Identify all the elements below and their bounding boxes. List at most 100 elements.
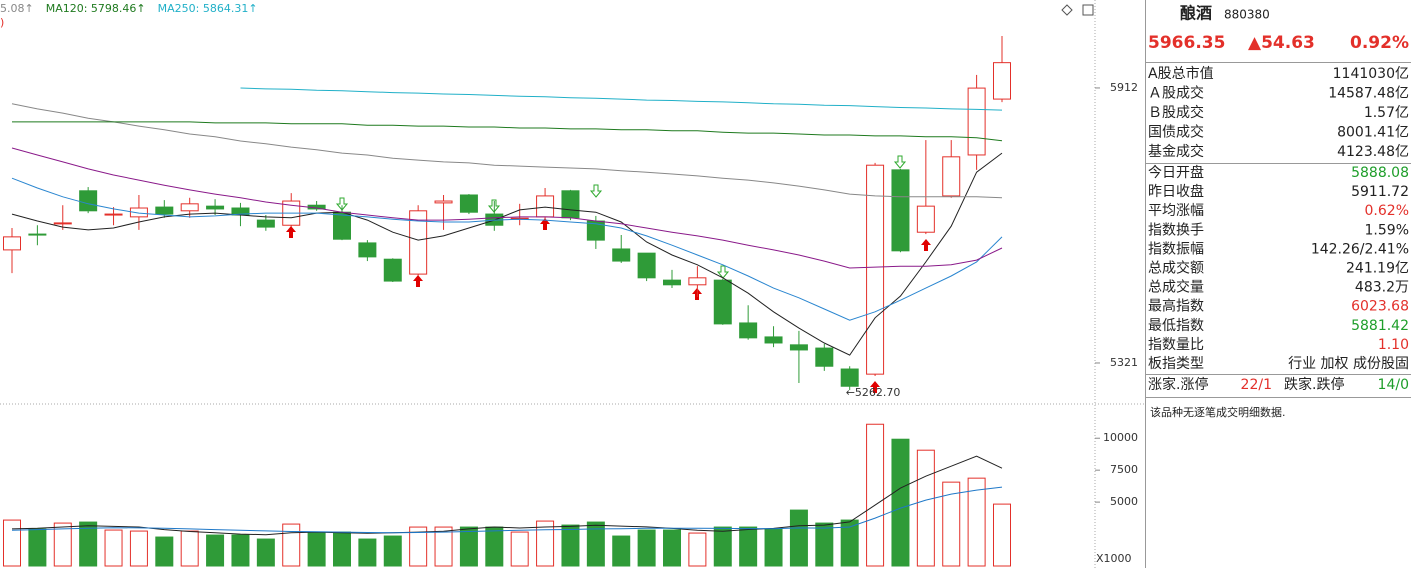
legend-entry: 5.08↑ bbox=[0, 2, 34, 15]
volume-bar bbox=[612, 535, 631, 567]
panel-change: ▲54.63 bbox=[1248, 33, 1315, 53]
y-tick-label: 5321 bbox=[1110, 356, 1138, 369]
volume-bar bbox=[383, 535, 402, 567]
candle-body bbox=[916, 205, 935, 233]
volume-bar bbox=[866, 423, 885, 567]
candle-body bbox=[536, 195, 555, 218]
panel-row-label: 今日开盘 bbox=[1148, 164, 1204, 181]
volume-bar bbox=[688, 532, 707, 567]
volume-bar bbox=[358, 538, 377, 567]
panel-row-label: 总成交额 bbox=[1148, 260, 1204, 277]
candle-body bbox=[764, 336, 783, 344]
panel-row-value: 5911.72 bbox=[1351, 184, 1409, 200]
panel-name: 酿酒 bbox=[1180, 4, 1212, 23]
candle-body bbox=[663, 279, 681, 286]
candle-body bbox=[688, 277, 707, 286]
panel-row-label: Ｂ股成交 bbox=[1148, 104, 1204, 121]
ma-line bbox=[12, 121, 1003, 142]
volume-bar bbox=[586, 521, 605, 567]
panel-row-label: 基金成交 bbox=[1148, 143, 1204, 160]
panel-row-label: 指数换手 bbox=[1148, 221, 1204, 238]
panel-row-label: Ａ股成交 bbox=[1148, 85, 1204, 102]
ma-line bbox=[240, 87, 1003, 111]
panel-row-value: 1.59% bbox=[1365, 222, 1409, 238]
panel-row-value: 行业 加权 成份股固 bbox=[1288, 356, 1409, 372]
panel-row-label: 最高指数 bbox=[1148, 298, 1204, 315]
volume-bar bbox=[79, 521, 98, 567]
volume-bar bbox=[485, 526, 504, 567]
panel-row-value: 8001.41亿 bbox=[1337, 125, 1409, 141]
panel-row-value: 14587.48亿 bbox=[1328, 86, 1409, 102]
panel-row-value: 6023.68 bbox=[1351, 299, 1409, 315]
candle-body bbox=[383, 258, 402, 282]
volume-bar bbox=[307, 531, 326, 567]
volume-bar bbox=[206, 534, 225, 567]
y-tick-label: 5000 bbox=[1110, 495, 1138, 508]
volume-bar bbox=[536, 520, 555, 567]
candle-body bbox=[129, 207, 148, 218]
ma-line bbox=[11, 103, 1003, 199]
panel-row-value: 4123.48亿 bbox=[1337, 144, 1409, 160]
volume-bar bbox=[180, 530, 199, 567]
volume-bar bbox=[764, 528, 783, 567]
volume-bar bbox=[333, 531, 351, 567]
panel-row-value: 1.57亿 bbox=[1364, 105, 1409, 121]
panel-row-value: 0.62% bbox=[1365, 203, 1409, 219]
candle-body bbox=[3, 236, 21, 251]
volume-bar bbox=[53, 522, 72, 567]
volume-bar bbox=[637, 529, 656, 567]
candle-body bbox=[155, 206, 174, 215]
icon-square[interactable] bbox=[1082, 4, 1094, 16]
ma-line bbox=[11, 486, 1003, 534]
unit-label: X1000 bbox=[1096, 552, 1132, 565]
panel-row-label: 国债成交 bbox=[1148, 124, 1204, 141]
volume-bar bbox=[891, 438, 910, 567]
volume-bar bbox=[3, 519, 21, 567]
breadth-label: 跌家.跌停 bbox=[1284, 376, 1344, 393]
candle-body bbox=[104, 213, 123, 216]
sell-signal bbox=[590, 184, 602, 198]
volume-bar bbox=[104, 529, 123, 567]
candle-body bbox=[434, 200, 453, 204]
volume-bar bbox=[409, 526, 428, 567]
volume-bar bbox=[789, 509, 808, 567]
panel-code: 880380 bbox=[1224, 8, 1270, 22]
panel-row-label: 昨日收盘 bbox=[1148, 183, 1204, 200]
legend-entry: MA250: 5864.31↑ bbox=[158, 2, 258, 15]
volume-bar bbox=[815, 522, 834, 567]
volume-bar bbox=[434, 526, 453, 567]
candle-body bbox=[53, 222, 72, 225]
candle-body bbox=[79, 190, 98, 212]
buy-signal bbox=[413, 275, 423, 287]
volume-bar bbox=[282, 523, 301, 567]
volume-bar bbox=[256, 538, 275, 567]
buy-signal bbox=[921, 239, 931, 251]
volume-bar bbox=[967, 477, 986, 567]
panel-row-label: 总成交量 bbox=[1148, 279, 1204, 296]
panel-row-label: 平均涨幅 bbox=[1148, 203, 1204, 219]
candle-body bbox=[28, 233, 47, 236]
volume-bar bbox=[840, 519, 859, 567]
candle-body bbox=[637, 252, 656, 279]
volume-bar bbox=[993, 503, 1011, 567]
icon-diamond[interactable] bbox=[1061, 4, 1073, 16]
candle-body bbox=[891, 169, 910, 252]
panel-row-value: 5888.08 bbox=[1351, 165, 1409, 181]
volume-bar bbox=[916, 449, 935, 567]
sell-signal bbox=[894, 155, 906, 169]
volume-bar bbox=[663, 529, 681, 567]
breadth-up: 22/1 bbox=[1241, 377, 1272, 393]
candle-body bbox=[739, 322, 758, 339]
panel-row-value: 1141030亿 bbox=[1333, 66, 1409, 82]
y-tick-label: 10000 bbox=[1103, 431, 1138, 444]
toolbar-icons bbox=[1061, 4, 1094, 16]
candle-body bbox=[942, 156, 961, 197]
panel-row-label: 指数振幅 bbox=[1148, 241, 1204, 257]
volume-bar bbox=[129, 530, 148, 567]
candle-body bbox=[967, 87, 986, 156]
panel-row-label: 最低指数 bbox=[1148, 318, 1204, 334]
panel-row-value: 241.19亿 bbox=[1346, 261, 1409, 277]
ma-line bbox=[11, 147, 1003, 269]
